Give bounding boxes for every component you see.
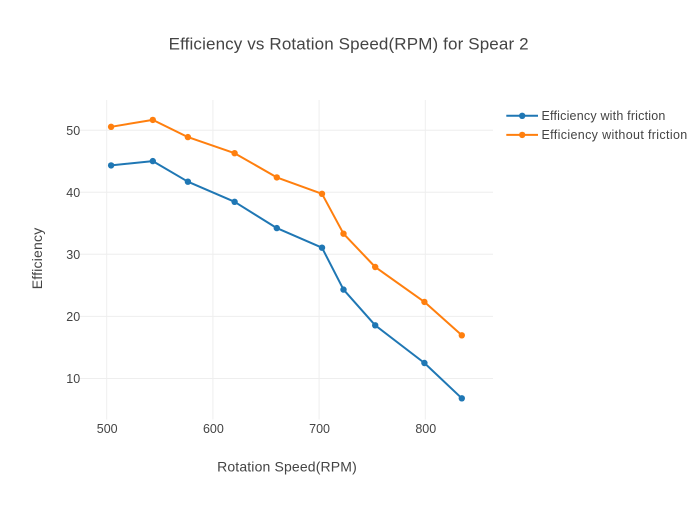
svg-text:Efficiency without friction: Efficiency without friction — [542, 128, 688, 142]
svg-text:50: 50 — [66, 124, 80, 138]
svg-text:600: 600 — [203, 422, 224, 436]
svg-text:800: 800 — [415, 422, 436, 436]
svg-text:Efficiency: Efficiency — [29, 228, 45, 290]
svg-text:30: 30 — [66, 248, 80, 262]
svg-text:10: 10 — [66, 372, 80, 386]
svg-text:500: 500 — [97, 422, 118, 436]
svg-text:Efficiency vs Rotation Speed(R: Efficiency vs Rotation Speed(RPM) for Sp… — [169, 35, 529, 54]
svg-text:20: 20 — [66, 310, 80, 324]
svg-text:40: 40 — [66, 186, 80, 200]
svg-text:700: 700 — [309, 422, 330, 436]
svg-text:Efficiency with friction: Efficiency with friction — [542, 109, 666, 123]
svg-text:Rotation Speed(RPM): Rotation Speed(RPM) — [217, 459, 357, 475]
